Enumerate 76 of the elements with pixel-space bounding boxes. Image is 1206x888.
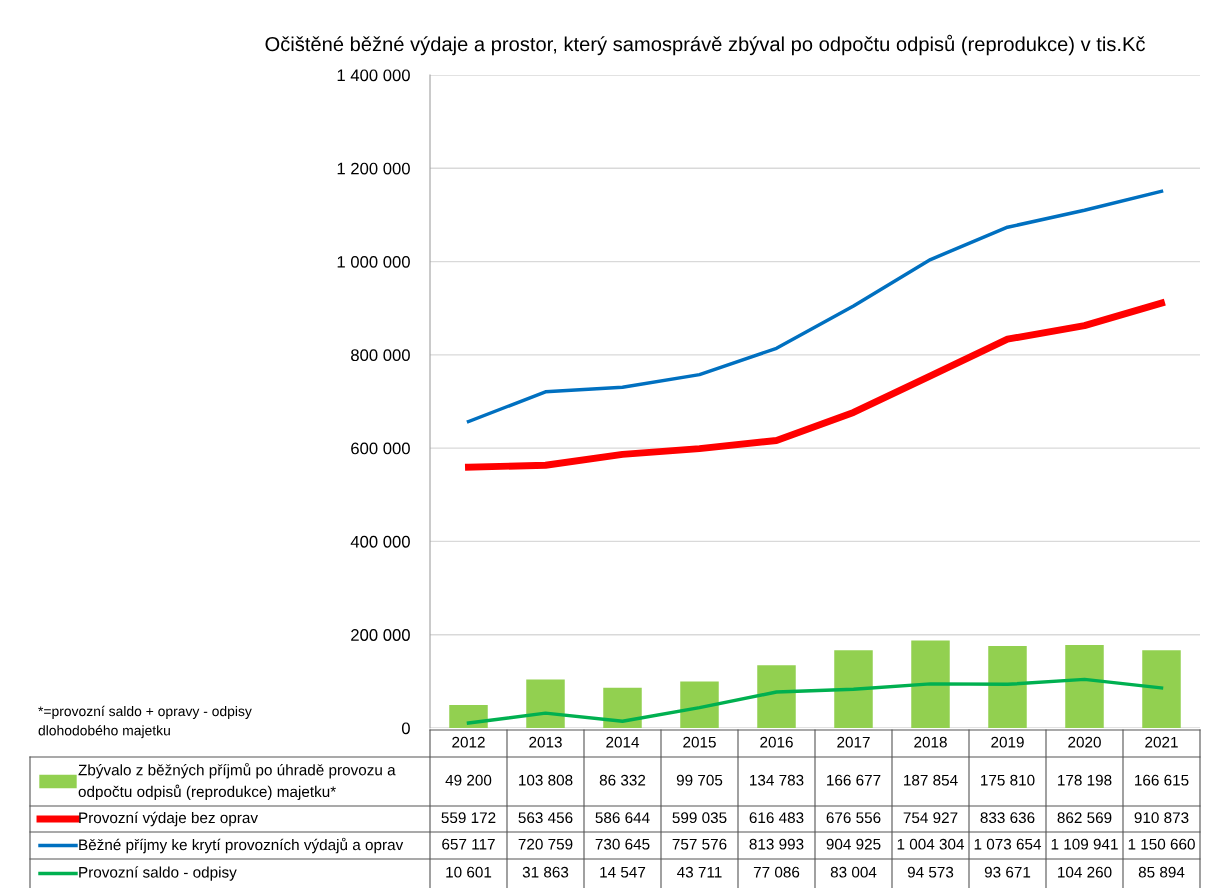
data-label: 178 198 <box>1058 774 1112 786</box>
data-label: 166 615 <box>1135 774 1189 786</box>
legend-label: Provozní výdaje bez oprav <box>79 811 258 827</box>
data-label: 910 873 <box>1134 812 1189 824</box>
data-label: 93 671 <box>984 866 1031 878</box>
line-series <box>466 189 1164 424</box>
x-tick-label: 2013 <box>529 736 562 748</box>
y-tick-label: 1 000 000 <box>337 255 410 268</box>
bar <box>603 687 642 728</box>
data-label: 77 086 <box>753 866 800 878</box>
bar <box>757 665 796 728</box>
data-label: 1 109 941 <box>1051 838 1118 850</box>
data-label: 83 004 <box>830 866 877 878</box>
data-label: 166 677 <box>827 774 881 786</box>
x-tick-label: 2018 <box>914 736 947 748</box>
bar <box>526 679 565 728</box>
y-tick-label: 0 <box>401 722 410 735</box>
bar <box>449 705 488 728</box>
data-label: 563 456 <box>518 812 573 824</box>
data-label: 10 601 <box>446 866 492 878</box>
bar <box>1142 650 1181 728</box>
y-tick-label: 400 000 <box>350 535 410 548</box>
data-label: 31 863 <box>522 866 569 878</box>
bar <box>1065 644 1104 728</box>
data-label: 599 035 <box>672 812 727 824</box>
data-label: 104 260 <box>1058 866 1112 878</box>
chart-title: Očištěné běžné výdaje a prostor, který samosprávě zbýval po odpočtu odpisů (reprodukce) v tis.Kč <box>265 34 1145 56</box>
data-label: 94 573 <box>907 866 954 878</box>
data-label: 833 636 <box>980 812 1035 824</box>
y-tick-label: 1 200 000 <box>337 162 410 175</box>
data-label: 676 556 <box>826 812 881 824</box>
data-label: 1 150 660 <box>1128 838 1195 850</box>
data-label: 813 993 <box>749 838 804 850</box>
bar <box>680 681 719 728</box>
x-tick-label: 2021 <box>1145 736 1178 748</box>
data-label: 586 644 <box>595 812 650 824</box>
data-label: 862 569 <box>1057 812 1112 824</box>
legend-label: Zbývalo z běžných příjmů po úhradě provozu a odpočtu odpisů (reprodukce) majetku* <box>78 762 396 801</box>
data-label: 754 927 <box>903 812 958 824</box>
bar <box>834 650 873 728</box>
x-tick-label: 2016 <box>760 736 793 748</box>
y-tick-label: 600 000 <box>351 442 410 455</box>
line-series <box>466 677 1164 725</box>
data-label: 49 200 <box>445 774 492 786</box>
data-label: 616 483 <box>749 812 804 824</box>
data-label: 1 004 304 <box>897 838 965 850</box>
x-tick-label: 2017 <box>837 736 870 748</box>
data-label: 720 759 <box>518 838 573 850</box>
data-label: 559 172 <box>441 812 496 824</box>
bar <box>911 640 950 728</box>
y-tick-label: 200 000 <box>351 629 410 641</box>
data-label: 730 645 <box>595 838 650 850</box>
data-label: 134 783 <box>750 774 804 786</box>
x-tick-label: 2020 <box>1068 736 1101 748</box>
data-label: 85 894 <box>1138 866 1185 878</box>
y-tick-label: 1 400 000 <box>337 69 410 82</box>
data-label: 86 332 <box>599 774 646 786</box>
data-label: 187 854 <box>904 774 958 786</box>
data-label: 14 547 <box>600 866 646 878</box>
y-tick-label: 800 000 <box>351 349 410 362</box>
data-label: 904 925 <box>826 838 881 850</box>
text: *=provozní saldo + opravy - odpisy dlohodobého majetku <box>38 705 252 739</box>
data-label: 43 711 <box>677 866 722 878</box>
data-label: 99 705 <box>676 774 723 786</box>
x-tick-label: 2015 <box>683 736 716 748</box>
data-label: 103 808 <box>519 774 573 786</box>
legend-label: Běžné příjmy ke krytí provozních výdajů a oprav <box>79 837 404 854</box>
legend-label: Provozní saldo - odpisy <box>79 866 237 881</box>
data-label: 657 117 <box>442 838 495 850</box>
data-label: 757 576 <box>672 838 727 850</box>
x-tick-label: 2019 <box>991 736 1024 748</box>
x-tick-label: 2014 <box>606 736 640 748</box>
x-tick-label: 2012 <box>452 736 485 748</box>
data-label: 175 810 <box>981 774 1035 786</box>
data-label: 1 073 654 <box>974 838 1042 850</box>
bar <box>988 646 1027 728</box>
